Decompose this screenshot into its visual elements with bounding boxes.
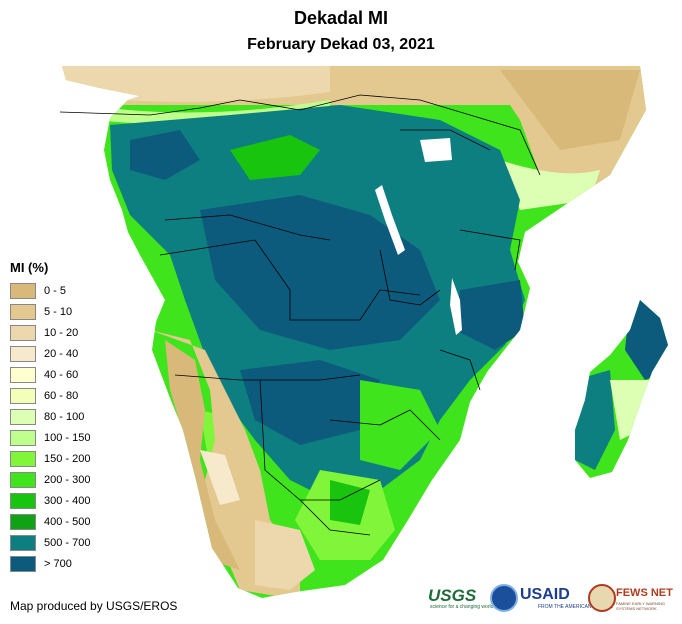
usaid-tagline: FROM THE AMERICAN PEOPLE: [538, 604, 613, 610]
legend-label: 60 - 80: [44, 389, 79, 402]
legend: MI (%) 0 - 5 5 - 10 10 - 20 20 - 40 40 - 60 6…: [10, 260, 90, 574]
legend-swatch: [10, 324, 36, 341]
legend-swatch: [10, 450, 36, 467]
legend-label: 100 - 150: [44, 431, 91, 444]
legend-item: > 700: [10, 553, 90, 574]
usgs-logo: USGS: [428, 586, 477, 605]
legend-label: 300 - 400: [44, 494, 91, 507]
legend-label: 400 - 500: [44, 515, 91, 528]
legend-item: 60 - 80: [10, 385, 90, 406]
legend-item: 20 - 40: [10, 343, 90, 364]
legend-swatch: [10, 555, 36, 572]
fews-net-tagline: FAMINE EARLY WARNING SYSTEMS NETWORK: [616, 601, 666, 611]
legend-item: 10 - 20: [10, 322, 90, 343]
legend-swatch: [10, 513, 36, 530]
legend-item: 80 - 100: [10, 406, 90, 427]
legend-label: 0 - 5: [44, 284, 67, 297]
legend-item: 400 - 500: [10, 511, 90, 532]
legend-label: > 700: [44, 557, 72, 570]
madagascar: [575, 300, 668, 478]
legend-rows: 0 - 5 5 - 10 10 - 20 20 - 40 40 - 60 60 - 80 8…: [10, 280, 90, 574]
legend-swatch: [10, 534, 36, 551]
partner-logos: USGS science for a changing world USAID …: [428, 584, 678, 614]
legend-swatch: [10, 429, 36, 446]
country-borders: [59, 94, 541, 536]
usaid-logo: USAID: [520, 586, 570, 603]
map-subtitle: February Dekad 03, 2021: [247, 36, 435, 53]
legend-label: 10 - 20: [44, 326, 79, 339]
legend-swatch: [10, 345, 36, 362]
legend-label: 500 - 700: [44, 536, 91, 549]
legend-item: 150 - 200: [10, 448, 90, 469]
legend-label: 80 - 100: [44, 410, 85, 423]
legend-swatch: [10, 471, 36, 488]
legend-label: 150 - 200: [44, 452, 91, 465]
legend-item: 100 - 150: [10, 427, 90, 448]
legend-item: 300 - 400: [10, 490, 90, 511]
legend-swatch: [10, 387, 36, 404]
legend-swatch: [10, 303, 36, 320]
noaa-logo-icon: [490, 584, 518, 612]
legend-item: 40 - 60: [10, 364, 90, 385]
usgs-tagline: science for a changing world: [430, 604, 494, 610]
map-title: Dekadal MI: [293, 8, 389, 28]
legend-item: 200 - 300: [10, 469, 90, 490]
legend-label: 5 - 10: [44, 305, 73, 318]
credit-text: Map produced by USGS/EROS: [10, 599, 178, 613]
legend-swatch: [10, 366, 36, 383]
fews-net-logo-icon: [588, 584, 616, 612]
fews-net-logo: FEWS NET: [616, 587, 673, 599]
legend-swatch: [10, 408, 36, 425]
legend-label: 200 - 300: [44, 473, 91, 486]
legend-label: 40 - 60: [44, 368, 79, 381]
legend-label: 20 - 40: [44, 347, 79, 360]
legend-swatch: [10, 492, 36, 509]
legend-item: 500 - 700: [10, 532, 90, 553]
legend-title: MI (%): [10, 260, 49, 275]
legend-swatch: [10, 282, 36, 299]
legend-item: 5 - 10: [10, 301, 90, 322]
legend-item: 0 - 5: [10, 280, 90, 301]
mainland-africa: [62, 66, 646, 598]
